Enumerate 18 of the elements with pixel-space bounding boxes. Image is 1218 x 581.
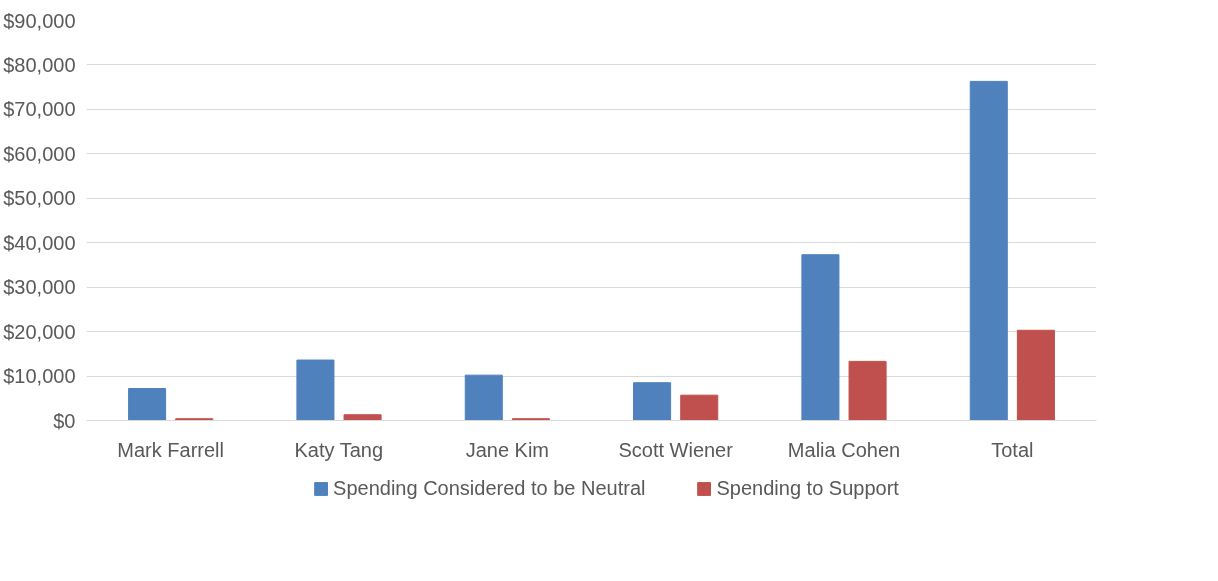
- x-tick-label: Katy Tang: [294, 438, 384, 461]
- legend-label: Spending to Support: [716, 476, 899, 500]
- y-tick-label: $70,000: [3, 98, 76, 121]
- y-tick-label: $90,000: [3, 9, 76, 32]
- legend-label: Spending Considered to be Neutral: [333, 476, 646, 500]
- y-tick-label: $10,000: [3, 365, 76, 388]
- y-tick-label: $20,000: [3, 320, 76, 343]
- y-tick-label: $40,000: [3, 231, 76, 254]
- x-tick-label: Total: [991, 438, 1034, 461]
- y-tick-label: $0: [53, 409, 76, 432]
- x-tick-label: Jane Kim: [465, 438, 550, 461]
- x-tick-label: Mark Farrell: [117, 438, 224, 461]
- x-tick-label: Malia Cohen: [787, 438, 901, 461]
- y-tick-label: $30,000: [3, 276, 76, 299]
- y-tick-label: $60,000: [3, 142, 76, 165]
- y-tick-label: $50,000: [3, 187, 76, 210]
- y-tick-label: $80,000: [3, 53, 76, 76]
- x-tick-label: Scott Wiener: [618, 438, 734, 461]
